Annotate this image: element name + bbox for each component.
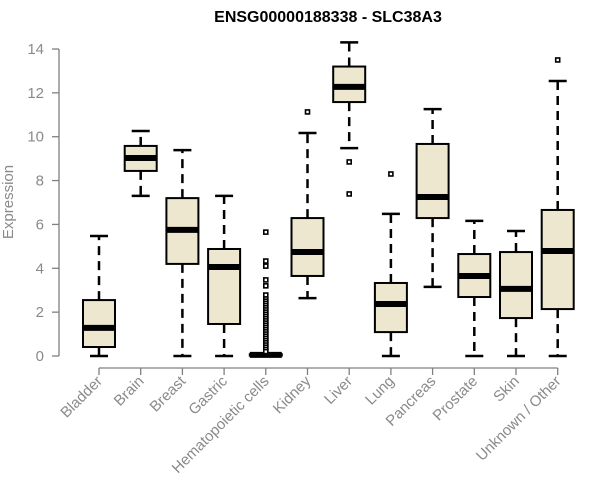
box-liver bbox=[332, 41, 367, 197]
box-hematopoietic-cells bbox=[248, 229, 283, 358]
x-tick-label: Kidney bbox=[270, 372, 315, 417]
x-tick-label: Brain bbox=[111, 373, 148, 410]
outlier-point bbox=[262, 283, 269, 289]
box-skin bbox=[499, 229, 533, 358]
box-pancreas bbox=[415, 107, 450, 289]
y-axis: 0 2 4 6 8 10 12 14 bbox=[27, 41, 60, 365]
outlier-point bbox=[554, 57, 561, 63]
y-tick-label: 12 bbox=[27, 85, 44, 102]
y-tick-label: 10 bbox=[27, 129, 44, 146]
boxes-group bbox=[82, 41, 575, 358]
box-bladder bbox=[82, 234, 116, 358]
outlier-point bbox=[346, 191, 353, 197]
box-iqr bbox=[207, 247, 242, 325]
box-iqr bbox=[373, 281, 408, 334]
box-unknown-other bbox=[540, 57, 575, 358]
x-tick-label: Skin bbox=[490, 373, 523, 406]
box-lung bbox=[373, 171, 408, 358]
box-kidney bbox=[290, 109, 325, 300]
chart-title: ENSG00000188338 - SLC38A3 bbox=[214, 9, 442, 26]
y-tick-label: 8 bbox=[36, 173, 44, 190]
outlier-point bbox=[388, 171, 394, 177]
outlier-point bbox=[262, 258, 269, 264]
y-tick-label: 14 bbox=[27, 41, 44, 58]
box-iqr bbox=[415, 142, 450, 220]
x-tick-label: Breast bbox=[147, 372, 190, 415]
box-brain bbox=[123, 129, 158, 198]
x-tick-label: Prostate bbox=[430, 373, 482, 425]
y-tick-label: 2 bbox=[36, 304, 44, 321]
y-tick-label: 0 bbox=[36, 348, 44, 365]
box-iqr bbox=[82, 299, 116, 349]
outlier-point bbox=[304, 109, 311, 115]
x-tick-label: Liver bbox=[321, 373, 356, 408]
outlier-point bbox=[262, 229, 269, 235]
box-iqr bbox=[499, 251, 533, 320]
x-tick-label: Bladder bbox=[57, 373, 106, 422]
y-tick-label: 4 bbox=[36, 260, 44, 277]
box-iqr bbox=[290, 217, 325, 277]
box-breast bbox=[165, 148, 200, 358]
box-iqr bbox=[540, 208, 575, 311]
outlier-point bbox=[262, 348, 269, 355]
box-prostate bbox=[457, 219, 492, 358]
x-tick-label: Lung bbox=[362, 373, 398, 409]
y-axis-label: Expression bbox=[0, 165, 17, 239]
outlier-point bbox=[262, 263, 269, 269]
y-tick-label: 6 bbox=[36, 216, 44, 233]
box-gastric bbox=[207, 194, 242, 358]
outlier-point bbox=[346, 159, 353, 165]
outlier-point bbox=[262, 277, 269, 283]
